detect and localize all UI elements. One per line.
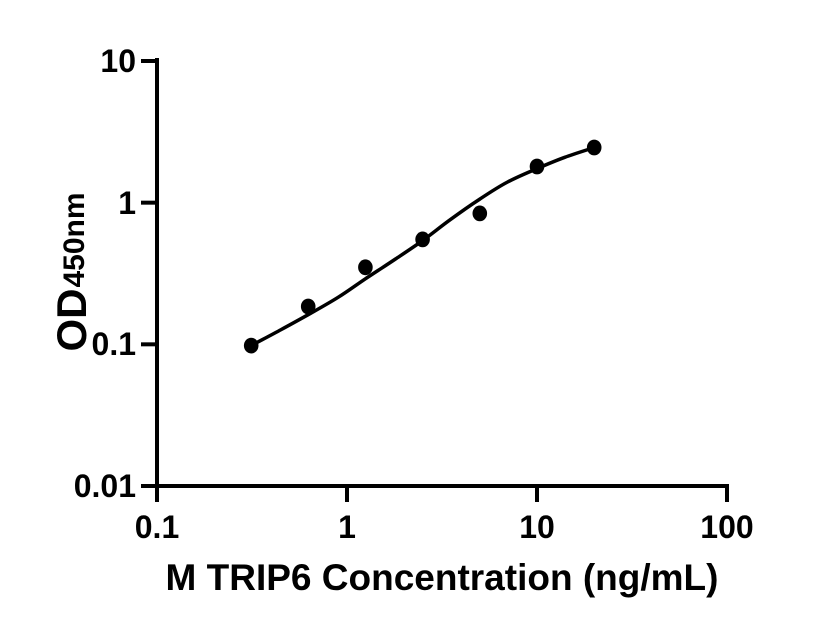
x-axis-title: M TRIP6 Concentration (ng/mL) (165, 557, 719, 598)
data-point (586, 139, 602, 156)
y-tick-label: 10 (100, 42, 136, 79)
y-tick-label: 0.1 (91, 326, 136, 363)
data-point (300, 298, 316, 315)
x-tick-label: 1 (338, 509, 356, 545)
x-tick-label: 100 (700, 509, 754, 545)
data-point (472, 205, 488, 222)
y-tick-label: 0.01 (73, 468, 136, 504)
y-tick-label: 1 (118, 184, 136, 221)
data-point (243, 337, 259, 354)
x-tick-label: 0.1 (134, 509, 180, 545)
data-point (529, 158, 545, 175)
data-point (358, 259, 373, 276)
x-tick-label: 10 (519, 509, 555, 545)
data-point (415, 231, 430, 248)
